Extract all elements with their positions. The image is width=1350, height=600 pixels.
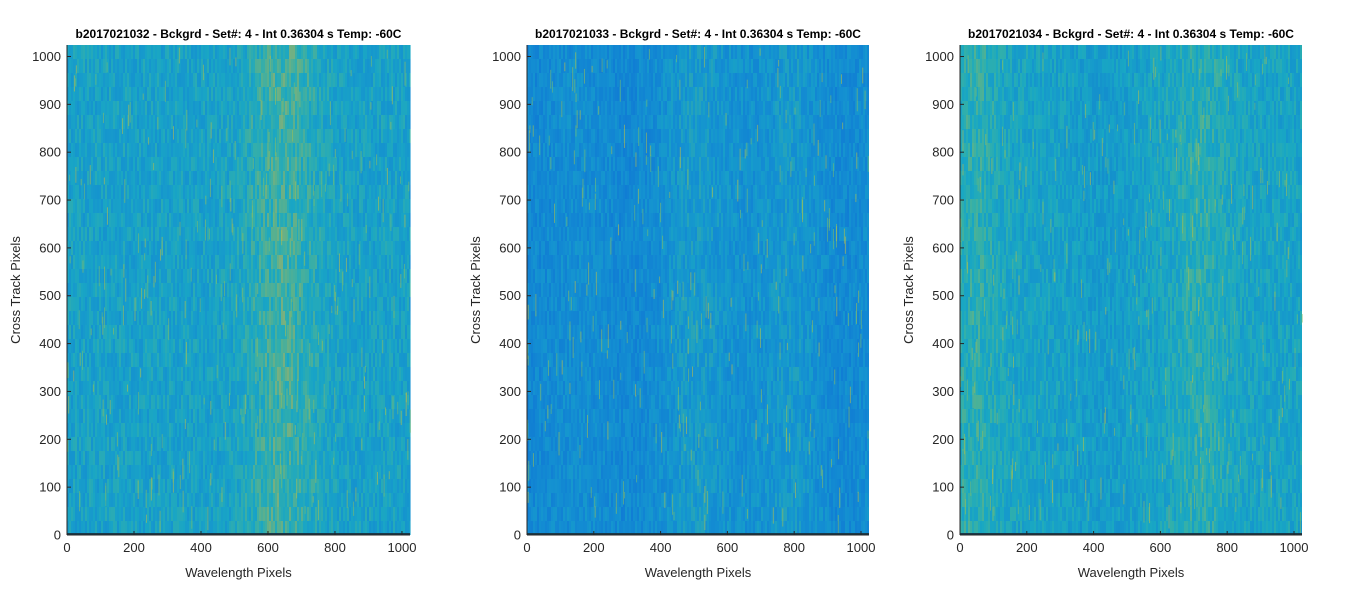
y-tick-label: 700 <box>499 193 521 208</box>
y-tick-label: 400 <box>499 336 521 351</box>
y-tick-label: 500 <box>39 288 61 303</box>
y-axis-label: Cross Track Pixels <box>901 236 916 344</box>
x-tick-label: 1000 <box>388 540 417 555</box>
x-tick-label: 400 <box>1083 540 1105 555</box>
x-tick-label: 800 <box>1216 540 1238 555</box>
y-tick-label: 200 <box>39 432 61 447</box>
y-tick-label: 0 <box>947 528 954 543</box>
heatmap-field <box>67 45 411 535</box>
x-tick-label: 200 <box>1016 540 1038 555</box>
y-tick-label: 100 <box>499 480 521 495</box>
y-tick-label: 100 <box>932 480 954 495</box>
y-tick-label: 300 <box>932 384 954 399</box>
y-tick-label: 400 <box>932 336 954 351</box>
x-axis-label: Wavelength Pixels <box>185 565 292 580</box>
y-tick-label: 0 <box>514 528 521 543</box>
y-tick-label: 400 <box>39 336 61 351</box>
y-tick-label: 500 <box>932 288 954 303</box>
y-tick-label: 500 <box>499 288 521 303</box>
x-tick-label: 800 <box>324 540 346 555</box>
y-tick-label: 1000 <box>32 49 61 64</box>
x-tick-label: 800 <box>783 540 805 555</box>
chart-title: b2017021032 - Bckgrd - Set#: 4 - Int 0.3… <box>76 27 402 41</box>
y-tick-label: 700 <box>932 193 954 208</box>
x-tick-label: 600 <box>257 540 279 555</box>
x-tick-label: 400 <box>650 540 672 555</box>
x-tick-label: 0 <box>63 540 70 555</box>
y-axis-label: Cross Track Pixels <box>8 236 23 344</box>
x-axis-label: Wavelength Pixels <box>1078 565 1185 580</box>
y-tick-label: 900 <box>39 97 61 112</box>
x-tick-label: 600 <box>1150 540 1172 555</box>
y-tick-label: 900 <box>932 97 954 112</box>
bottom-row-line <box>67 533 410 535</box>
y-tick-label: 200 <box>499 432 521 447</box>
x-tick-label: 0 <box>956 540 963 555</box>
y-tick-label: 700 <box>39 193 61 208</box>
y-tick-label: 900 <box>499 97 521 112</box>
y-axis-label: Cross Track Pixels <box>468 236 483 344</box>
x-tick-label: 600 <box>717 540 739 555</box>
chart-title: b2017021033 - Bckgrd - Set#: 4 - Int 0.3… <box>535 27 861 41</box>
chart-title: b2017021034 - Bckgrd - Set#: 4 - Int 0.3… <box>968 27 1294 41</box>
x-tick-label: 200 <box>123 540 145 555</box>
y-tick-label: 300 <box>499 384 521 399</box>
heatmap-panel-3: 0 200 400 600 800 1000 0 100 200 300 400 500 600 700 8… <box>901 27 1308 580</box>
y-tick-label: 800 <box>499 145 521 160</box>
heatmap-panel-2: 0 200 400 600 800 1000 0 100 200 300 400 500 600 700 8… <box>468 27 875 580</box>
x-tick-label: 400 <box>190 540 212 555</box>
y-tick-label: 0 <box>54 528 61 543</box>
y-tick-label: 600 <box>499 240 521 255</box>
bottom-row-line <box>527 533 869 535</box>
y-tick-label: 800 <box>932 145 954 160</box>
x-tick-label: 200 <box>583 540 605 555</box>
x-axis-label: Wavelength Pixels <box>645 565 752 580</box>
y-tick-label: 1000 <box>492 49 521 64</box>
x-tick-label: 1000 <box>847 540 876 555</box>
heatmap-field <box>960 45 1303 536</box>
bottom-row-line <box>960 533 1302 535</box>
y-tick-label: 300 <box>39 384 61 399</box>
y-tick-label: 200 <box>932 432 954 447</box>
x-tick-label: 0 <box>523 540 530 555</box>
y-tick-label: 600 <box>39 240 61 255</box>
heatmap-panel-1: 0 200 400 600 800 1000 0 100 200 300 400 500 600 700 8… <box>8 27 416 580</box>
y-tick-label: 600 <box>932 240 954 255</box>
y-tick-label: 800 <box>39 145 61 160</box>
y-tick-label: 100 <box>39 480 61 495</box>
x-tick-label: 1000 <box>1280 540 1309 555</box>
y-tick-label: 1000 <box>925 49 954 64</box>
heatmap-field <box>527 45 869 535</box>
